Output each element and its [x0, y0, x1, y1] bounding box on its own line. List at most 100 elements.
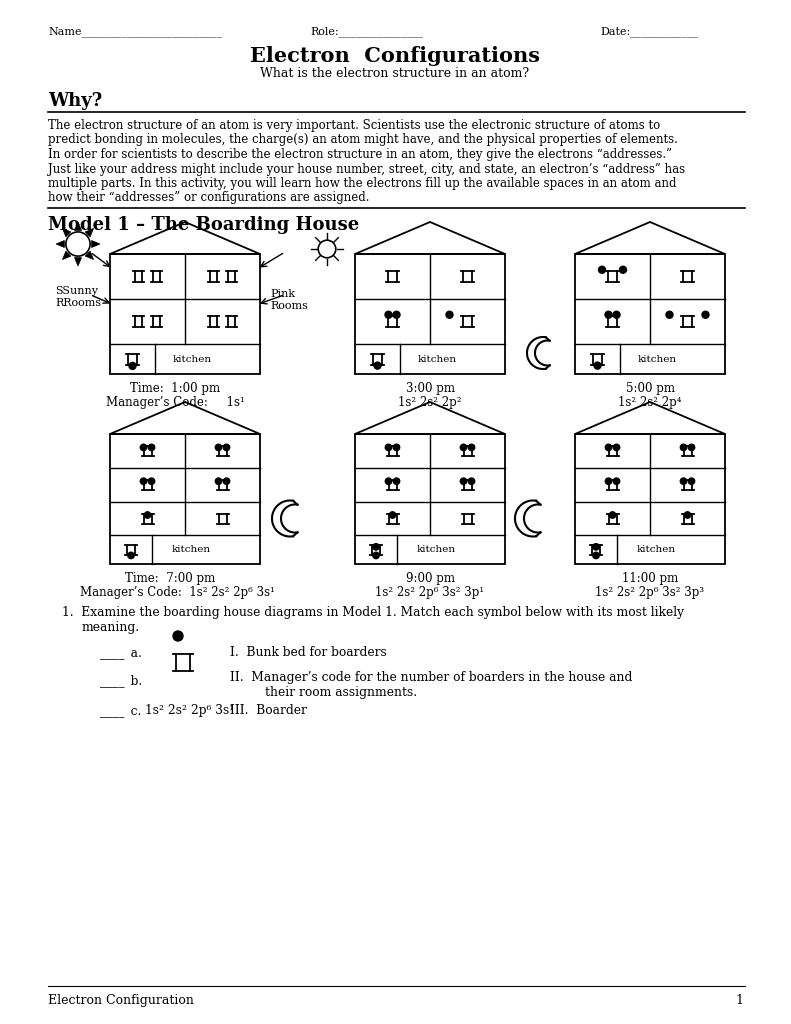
Text: Time:  1:00 pm: Time: 1:00 pm: [130, 382, 220, 395]
Circle shape: [666, 311, 673, 318]
Circle shape: [594, 362, 601, 369]
Text: Date:____________: Date:____________: [600, 26, 698, 37]
Circle shape: [148, 444, 155, 451]
Text: meaning.: meaning.: [82, 621, 140, 634]
Circle shape: [605, 444, 611, 451]
Circle shape: [374, 362, 381, 369]
Circle shape: [215, 444, 221, 451]
Circle shape: [140, 444, 146, 451]
Circle shape: [688, 478, 694, 484]
Text: Just like your address might include your house number, street, city, and state,: Just like your address might include you…: [48, 163, 685, 175]
Circle shape: [173, 631, 183, 641]
Bar: [110, 254, 260, 374]
Circle shape: [460, 478, 467, 484]
Text: 1s² 2s² 2p²: 1s² 2s² 2p²: [398, 396, 462, 409]
Text: Electron Configuration: Electron Configuration: [48, 994, 194, 1007]
Text: ____ c.: ____ c.: [100, 705, 142, 717]
Circle shape: [385, 311, 392, 318]
Text: The electron structure of an atom is very important. Scientists use the electron: The electron structure of an atom is ver…: [48, 119, 660, 132]
Circle shape: [599, 266, 605, 273]
Text: 1: 1: [735, 994, 743, 1007]
Text: 1.  Examine the boarding house diagrams in Model 1. Match each symbol below with: 1. Examine the boarding house diagrams i…: [62, 606, 684, 618]
Circle shape: [592, 544, 600, 550]
Circle shape: [460, 444, 467, 451]
Circle shape: [688, 444, 694, 451]
Circle shape: [389, 512, 396, 518]
Text: 1s² 2s² 2p⁶ 3s² 3p³: 1s² 2s² 2p⁶ 3s² 3p³: [596, 586, 705, 599]
Polygon shape: [56, 241, 64, 248]
Polygon shape: [74, 258, 81, 266]
Circle shape: [393, 478, 399, 484]
Text: 11:00 pm: 11:00 pm: [622, 572, 678, 585]
Circle shape: [385, 478, 392, 484]
Circle shape: [223, 444, 229, 451]
Circle shape: [144, 512, 151, 518]
Text: Model 1 – The Boarding House: Model 1 – The Boarding House: [48, 216, 359, 234]
Text: Time:  7:00 pm: Time: 7:00 pm: [125, 572, 215, 585]
Circle shape: [619, 266, 626, 273]
Circle shape: [393, 311, 400, 318]
Circle shape: [468, 478, 475, 484]
Text: ____ b.: ____ b.: [100, 674, 142, 687]
Bar: [575, 434, 725, 564]
Bar: [355, 254, 505, 374]
Text: 3:00 pm: 3:00 pm: [406, 382, 455, 395]
Text: 1s² 2s² 2p⁶ 3s¹: 1s² 2s² 2p⁶ 3s¹: [145, 705, 234, 717]
Circle shape: [684, 512, 691, 518]
Circle shape: [613, 311, 620, 318]
Circle shape: [373, 552, 379, 559]
Circle shape: [129, 362, 136, 370]
Circle shape: [680, 444, 687, 451]
Circle shape: [140, 478, 146, 484]
Text: 5:00 pm: 5:00 pm: [626, 382, 675, 395]
Text: Manager’s Code:  1s² 2s² 2p⁶ 3s¹: Manager’s Code: 1s² 2s² 2p⁶ 3s¹: [80, 586, 274, 599]
Text: What is the electron structure in an atom?: What is the electron structure in an ato…: [260, 67, 529, 80]
Circle shape: [128, 552, 134, 559]
Text: Electron  Configurations: Electron Configurations: [250, 46, 540, 66]
Circle shape: [223, 478, 229, 484]
Text: 1s² 2s² 2p⁶ 3s² 3p¹: 1s² 2s² 2p⁶ 3s² 3p¹: [376, 586, 485, 599]
Circle shape: [393, 444, 399, 451]
Bar: [110, 434, 260, 564]
Bar: [355, 434, 505, 564]
Text: multiple parts. In this activity, you will learn how the electrons fill up the a: multiple parts. In this activity, you wi…: [48, 177, 676, 190]
Text: III.  Boarder: III. Boarder: [230, 705, 307, 717]
Polygon shape: [74, 222, 81, 230]
Text: Why?: Why?: [48, 92, 102, 110]
Text: their room assignments.: their room assignments.: [265, 686, 417, 699]
Circle shape: [702, 311, 709, 318]
Polygon shape: [92, 241, 100, 248]
Polygon shape: [85, 251, 93, 259]
Polygon shape: [62, 228, 71, 237]
Circle shape: [613, 478, 619, 484]
Circle shape: [605, 478, 611, 484]
Text: 9:00 pm: 9:00 pm: [406, 572, 455, 585]
Circle shape: [215, 478, 221, 484]
Bar: [575, 254, 725, 374]
Polygon shape: [62, 251, 71, 259]
Text: ____ a.: ____ a.: [100, 646, 142, 659]
Circle shape: [609, 512, 615, 518]
Text: kitchen: kitchen: [637, 545, 676, 554]
Circle shape: [385, 444, 392, 451]
Text: SSunny
RRooms: SSunny RRooms: [55, 286, 101, 307]
Circle shape: [468, 444, 475, 451]
Text: kitchen: kitchen: [172, 545, 210, 554]
Text: kitchen: kitchen: [418, 354, 457, 364]
Text: I.  Bunk bed for boarders: I. Bunk bed for boarders: [230, 646, 387, 659]
Circle shape: [680, 478, 687, 484]
Text: kitchen: kitchen: [416, 545, 456, 554]
Circle shape: [148, 478, 155, 484]
Polygon shape: [85, 228, 93, 237]
Circle shape: [446, 311, 453, 318]
Text: II.  Manager’s code for the number of boarders in the house and: II. Manager’s code for the number of boa…: [230, 671, 632, 684]
Text: In order for scientists to describe the electron structure in an atom, they give: In order for scientists to describe the …: [48, 148, 672, 161]
Text: kitchen: kitchen: [173, 354, 212, 364]
Circle shape: [613, 444, 619, 451]
Text: Manager’s Code:     1s¹: Manager’s Code: 1s¹: [106, 396, 244, 409]
Text: Role:_______________: Role:_______________: [310, 26, 423, 37]
Text: predict bonding in molecules, the charge(s) an atom might have, and the physical: predict bonding in molecules, the charge…: [48, 133, 678, 146]
Text: kitchen: kitchen: [638, 354, 677, 364]
Text: how their “addresses” or configurations are assigned.: how their “addresses” or configurations …: [48, 191, 369, 205]
Text: Name_________________________: Name_________________________: [48, 26, 222, 37]
